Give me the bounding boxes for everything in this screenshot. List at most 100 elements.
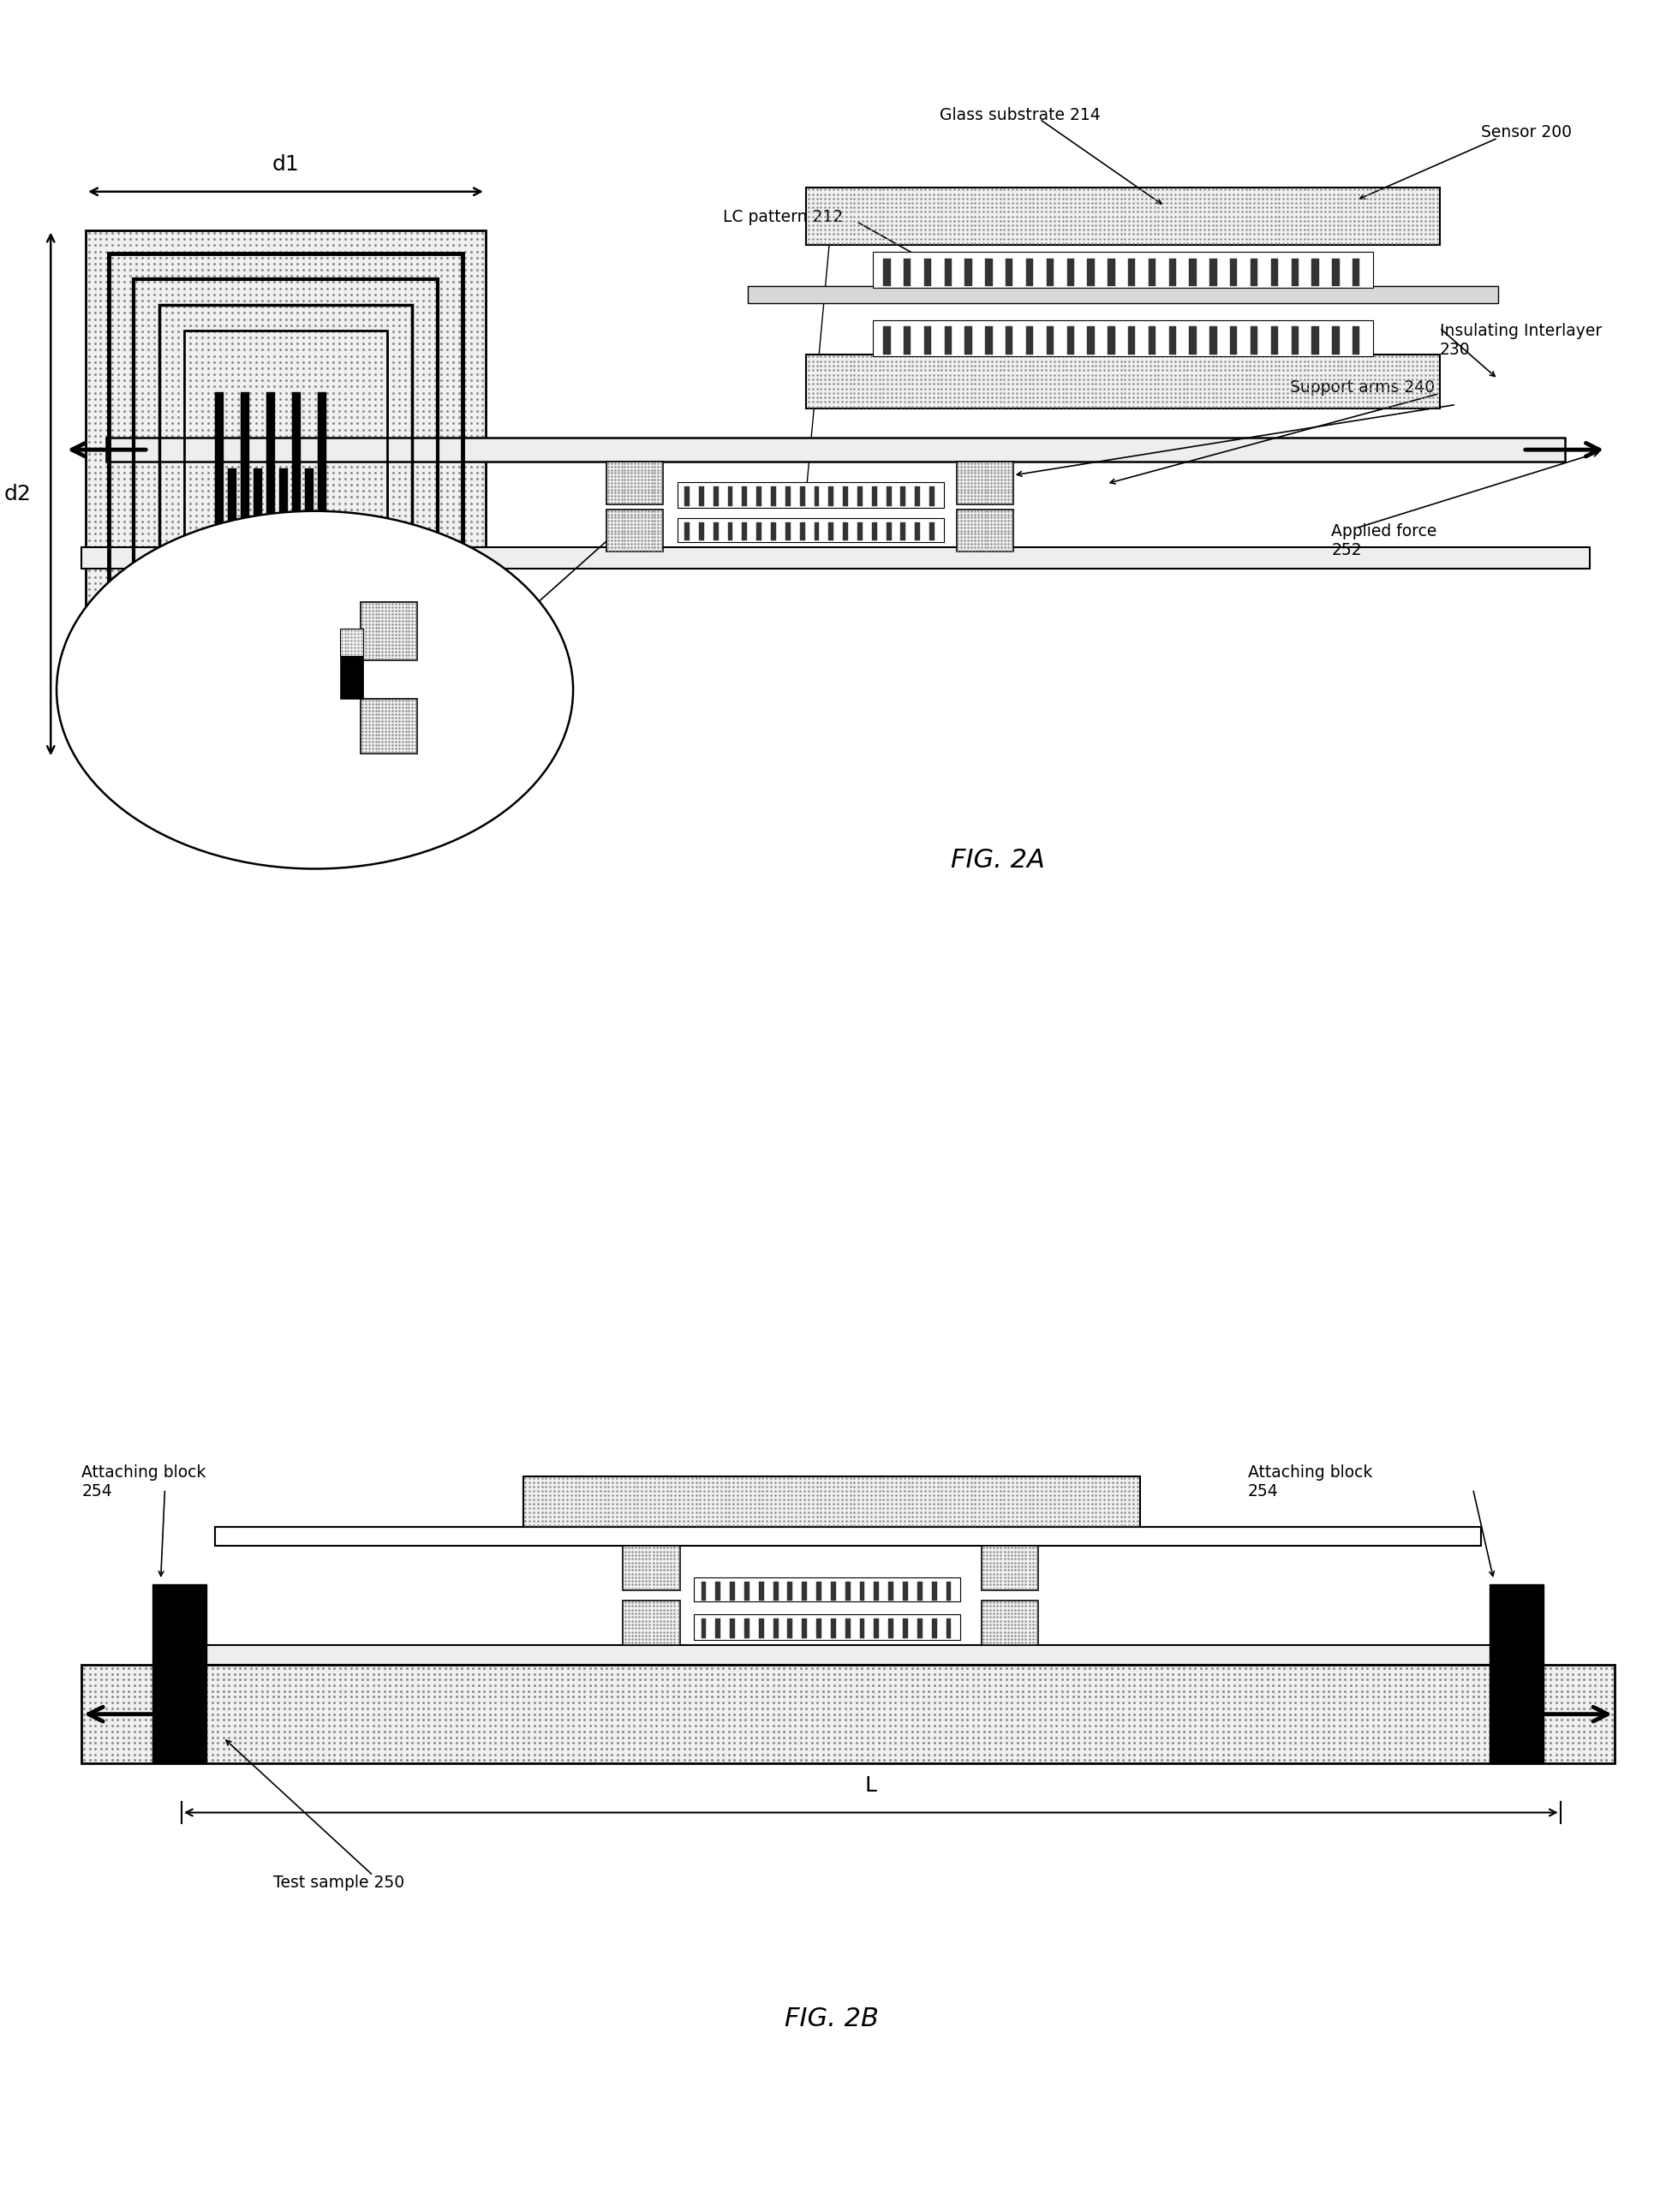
Bar	[758, 1582, 763, 1599]
Bar	[623, 1546, 680, 1590]
Bar	[730, 1619, 735, 1639]
Bar	[857, 522, 862, 540]
Bar	[807, 354, 1440, 409]
Bar	[956, 509, 1014, 553]
Bar	[1250, 259, 1258, 285]
Bar	[240, 392, 248, 588]
Bar	[859, 1619, 864, 1639]
Bar	[787, 1582, 792, 1599]
Bar	[685, 487, 690, 507]
Bar	[1292, 327, 1299, 354]
Bar	[292, 392, 300, 588]
Bar	[1292, 259, 1299, 285]
Bar	[802, 1619, 807, 1639]
Bar	[770, 522, 775, 540]
Bar	[1312, 259, 1319, 285]
Bar	[846, 1619, 851, 1639]
Text: Insulating Interlayer
230: Insulating Interlayer 230	[1440, 323, 1602, 358]
Text: Rubber
sheet 246: Rubber sheet 246	[131, 602, 203, 635]
Bar	[918, 1582, 923, 1599]
Bar	[829, 522, 834, 540]
Bar	[341, 655, 362, 699]
Text: Support
blocks 242: Support blocks 242	[433, 648, 510, 681]
Bar	[785, 522, 790, 540]
Bar	[817, 1582, 822, 1599]
Bar	[86, 230, 485, 759]
Bar	[758, 1619, 763, 1639]
Bar	[1067, 327, 1074, 354]
Bar	[701, 1582, 706, 1599]
Bar	[1170, 327, 1176, 354]
Bar	[857, 487, 862, 507]
Text: L: L	[864, 1774, 878, 1796]
Bar	[757, 522, 762, 540]
Bar	[678, 482, 943, 507]
Bar	[930, 522, 935, 540]
Bar	[1170, 259, 1176, 285]
Bar	[742, 522, 747, 540]
Bar	[1107, 327, 1114, 354]
Bar	[1047, 259, 1054, 285]
Bar	[901, 522, 906, 540]
Bar	[606, 462, 663, 504]
Text: Support arms 240: Support arms 240	[1290, 380, 1435, 396]
Bar	[728, 522, 733, 540]
Bar	[109, 254, 463, 734]
Bar	[1148, 327, 1156, 354]
Bar	[874, 1582, 879, 1599]
Bar	[945, 259, 951, 285]
Bar	[1210, 259, 1217, 285]
Bar	[930, 487, 935, 507]
Text: FIG. 2B: FIG. 2B	[784, 2006, 879, 2031]
Bar	[748, 285, 1498, 303]
Bar	[695, 1615, 960, 1639]
Bar	[956, 462, 1014, 504]
Bar	[190, 1646, 1507, 1666]
Bar	[1047, 327, 1054, 354]
Bar	[915, 522, 920, 540]
Bar	[814, 522, 819, 540]
Bar	[698, 487, 703, 507]
Bar	[1332, 327, 1339, 354]
Bar	[82, 546, 1589, 568]
Bar	[800, 522, 805, 540]
Bar	[757, 487, 762, 507]
Bar	[1025, 327, 1034, 354]
Bar	[904, 327, 911, 354]
Bar	[745, 1582, 750, 1599]
Bar	[1490, 1584, 1544, 1763]
Text: Adhesives
244: Adhesives 244	[131, 703, 205, 737]
Bar	[901, 487, 906, 507]
Text: Attaching block
254: Attaching block 254	[82, 1464, 206, 1500]
Bar	[82, 1666, 1614, 1763]
Bar	[1128, 327, 1136, 354]
Bar	[713, 522, 718, 540]
Bar	[280, 469, 289, 664]
Bar	[106, 438, 1564, 462]
Bar	[701, 1619, 706, 1639]
Bar	[1107, 259, 1114, 285]
Bar	[807, 188, 1440, 246]
Bar	[185, 330, 388, 657]
Bar	[774, 1582, 779, 1599]
Bar	[1087, 259, 1094, 285]
Bar	[883, 259, 891, 285]
Bar	[742, 487, 747, 507]
Bar	[774, 1619, 779, 1639]
Bar	[1190, 327, 1196, 354]
Bar	[802, 1582, 807, 1599]
Bar	[319, 392, 327, 588]
Bar	[903, 1582, 908, 1599]
Bar	[965, 327, 972, 354]
Bar	[685, 522, 690, 540]
Bar	[698, 522, 703, 540]
Bar	[886, 487, 891, 507]
Bar	[918, 1619, 923, 1639]
Bar	[888, 1582, 893, 1599]
Bar	[215, 1526, 1482, 1546]
Bar	[925, 259, 931, 285]
Text: Test sample 250: Test sample 250	[274, 1874, 404, 1891]
Bar	[842, 487, 847, 507]
Bar	[1148, 259, 1156, 285]
Bar	[728, 487, 733, 507]
